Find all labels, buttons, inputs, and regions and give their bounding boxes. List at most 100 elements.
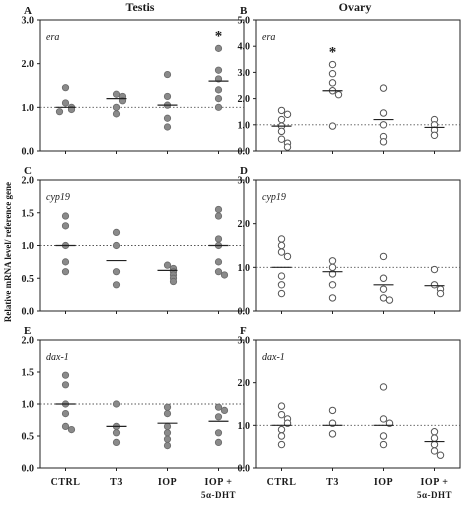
y-tick-label: 3.0 bbox=[238, 176, 251, 187]
panel-f-gene-label: dax-1 bbox=[262, 352, 285, 363]
data-point bbox=[328, 257, 337, 265]
data-point bbox=[214, 103, 223, 111]
panel-b-letter: B bbox=[240, 5, 248, 17]
data-point bbox=[214, 205, 223, 214]
significance-marker: * bbox=[329, 45, 337, 61]
data-point bbox=[61, 268, 70, 276]
x-category-label: CTRL bbox=[267, 477, 297, 488]
data-point bbox=[214, 438, 223, 446]
data-point bbox=[379, 294, 388, 302]
data-point bbox=[61, 371, 70, 379]
data-point bbox=[61, 409, 70, 418]
data-point bbox=[430, 265, 439, 274]
data-point bbox=[328, 406, 337, 415]
data-point bbox=[277, 432, 286, 440]
data-point bbox=[436, 451, 445, 459]
data-point bbox=[112, 268, 121, 276]
panel-c-gene-label: cyp19 bbox=[46, 192, 70, 203]
data-point bbox=[214, 95, 223, 103]
data-point bbox=[328, 430, 337, 438]
data-point bbox=[430, 434, 439, 442]
data-point bbox=[277, 410, 286, 419]
data-point bbox=[163, 422, 172, 430]
x-category-label: T3 bbox=[326, 477, 339, 488]
y-tick-label: 0.0 bbox=[22, 147, 35, 158]
data-point bbox=[379, 415, 388, 423]
data-point bbox=[112, 281, 121, 289]
y-tick-label: 0.5 bbox=[22, 274, 35, 285]
data-point bbox=[385, 296, 394, 304]
data-point bbox=[61, 222, 70, 230]
data-point bbox=[61, 258, 70, 266]
y-tick-label: 0.0 bbox=[238, 147, 251, 158]
x-category-sublabel: 5α-DHT bbox=[201, 490, 236, 500]
data-point bbox=[214, 258, 223, 266]
panel-e-gene-label: dax-1 bbox=[46, 352, 69, 363]
data-point bbox=[55, 108, 64, 116]
data-point bbox=[379, 252, 388, 261]
panel-d-frame bbox=[255, 179, 461, 312]
panel-b-frame bbox=[255, 19, 461, 152]
data-point bbox=[61, 381, 70, 389]
data-point bbox=[112, 429, 121, 437]
data-point bbox=[214, 413, 223, 421]
y-tick-label: 0.0 bbox=[238, 464, 251, 475]
panel-f-letter: F bbox=[240, 325, 247, 337]
x-category-label: IOP bbox=[158, 477, 177, 488]
data-point bbox=[328, 281, 337, 289]
data-point bbox=[379, 383, 388, 391]
data-point bbox=[214, 268, 223, 276]
x-category-label: IOP + bbox=[421, 477, 449, 488]
data-point bbox=[379, 432, 388, 440]
y-tick-label: 4.0 bbox=[238, 42, 251, 53]
data-point bbox=[277, 281, 286, 289]
data-point bbox=[214, 235, 223, 243]
y-tick-label: 1.0 bbox=[22, 400, 35, 411]
data-point bbox=[379, 109, 388, 117]
data-point bbox=[277, 135, 286, 143]
y-tick-label: 0.0 bbox=[22, 307, 35, 318]
data-point bbox=[61, 422, 70, 430]
data-point bbox=[169, 277, 178, 286]
y-tick-label: 2.0 bbox=[238, 94, 251, 105]
data-point bbox=[379, 138, 388, 146]
data-point bbox=[112, 228, 121, 236]
data-point bbox=[328, 122, 337, 130]
data-point bbox=[430, 447, 439, 455]
data-point bbox=[277, 127, 286, 136]
y-tick-label: 1.0 bbox=[238, 263, 251, 274]
data-point bbox=[379, 84, 388, 92]
panel-a-letter: A bbox=[24, 5, 32, 17]
data-point bbox=[328, 294, 337, 302]
data-point bbox=[328, 79, 337, 87]
data-point bbox=[220, 271, 229, 279]
panel-b-gene-label: era bbox=[262, 32, 275, 43]
data-point bbox=[214, 66, 223, 74]
data-point bbox=[214, 212, 223, 220]
data-point bbox=[277, 106, 286, 115]
y-tick-label: 1.0 bbox=[22, 241, 35, 252]
panel-a-gene-label: era bbox=[46, 32, 59, 43]
data-point bbox=[214, 403, 223, 411]
data-point bbox=[277, 248, 286, 256]
panel-f-frame bbox=[255, 339, 461, 469]
data-point bbox=[277, 440, 286, 449]
x-category-sublabel: 5α-DHT bbox=[417, 490, 452, 500]
data-point bbox=[61, 84, 70, 92]
panel-c-letter: C bbox=[24, 165, 32, 177]
panel-d-letter: D bbox=[240, 165, 248, 177]
data-point bbox=[214, 86, 223, 94]
y-tick-label: 5.0 bbox=[238, 16, 251, 27]
data-point bbox=[277, 241, 286, 250]
data-point bbox=[277, 289, 286, 298]
data-point bbox=[277, 235, 286, 243]
data-point bbox=[163, 409, 172, 418]
y-tick-label: 1.5 bbox=[22, 368, 35, 379]
data-point bbox=[112, 110, 121, 118]
data-point bbox=[328, 60, 337, 69]
data-point bbox=[112, 241, 121, 250]
x-category-label: T3 bbox=[110, 477, 123, 488]
